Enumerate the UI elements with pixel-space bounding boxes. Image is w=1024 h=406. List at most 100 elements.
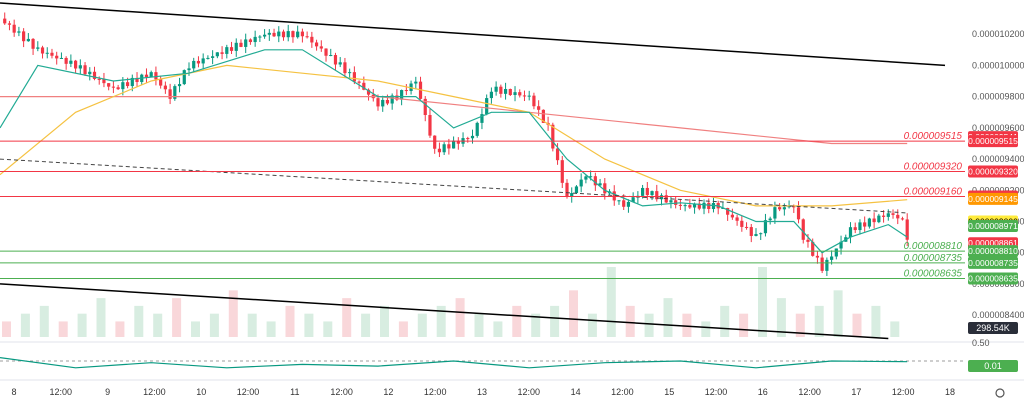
candle-body	[527, 95, 531, 97]
volume-bar	[644, 313, 654, 337]
candle-body	[258, 36, 262, 38]
candle-body	[215, 52, 219, 57]
candle-body	[362, 82, 366, 90]
candle-body	[163, 85, 167, 90]
candle-body	[125, 82, 130, 87]
volume-bar	[417, 313, 427, 337]
volume-bar	[191, 321, 200, 337]
candle-body	[437, 148, 442, 153]
candle-body	[589, 176, 593, 178]
x-tick-label: 8	[11, 387, 16, 397]
candle-body	[310, 36, 314, 43]
volume-bar	[512, 305, 522, 337]
candle-body	[447, 144, 451, 149]
candle-body	[3, 18, 7, 24]
candle-body	[107, 83, 111, 87]
volume-bar	[39, 305, 49, 337]
trendline[interactable]	[0, 283, 889, 340]
volume-bar	[77, 313, 87, 337]
x-tick-label: 12:00	[892, 387, 915, 397]
candle-body	[286, 31, 290, 38]
candle-body	[612, 191, 616, 201]
oscillator-axis-label: 0.50	[972, 338, 990, 348]
candle-body	[452, 140, 456, 149]
x-tick-label: 12:00	[50, 387, 73, 397]
volume-bar	[493, 321, 503, 337]
ema-mid-line	[0, 64, 908, 207]
volume-bar	[776, 298, 786, 337]
price-badge	[968, 245, 1018, 258]
price-badge	[968, 165, 1018, 178]
settings-gear-icon[interactable]	[995, 388, 1005, 398]
x-tick-label: 12:00	[798, 387, 821, 397]
volume-bar	[134, 305, 144, 337]
price-badge-text: 0.000008735	[968, 258, 1018, 268]
level-label: 0.000009515	[904, 131, 963, 142]
candle-body	[683, 205, 687, 207]
level-label: 0.000008635	[904, 268, 963, 279]
volume-bar	[587, 313, 597, 337]
level-label: 0.000009160	[904, 187, 963, 198]
candle-body	[787, 206, 791, 208]
volume-bar	[720, 305, 730, 337]
candle-body	[853, 227, 857, 231]
candle-body	[900, 218, 905, 220]
candle-body	[45, 52, 49, 54]
candle-body	[570, 193, 574, 197]
candle-body	[655, 191, 659, 200]
volume-bar	[814, 305, 824, 337]
candle-body	[182, 70, 186, 85]
trendline[interactable]	[0, 158, 908, 214]
candle-body	[702, 202, 706, 209]
trendline[interactable]	[0, 2, 946, 67]
candle-body	[466, 138, 470, 140]
x-tick-label: 9	[105, 387, 110, 397]
candle-body	[272, 32, 276, 37]
price-badge-text: 0.000009320	[968, 167, 1018, 177]
candle-body	[177, 84, 182, 87]
candle-body	[319, 46, 323, 49]
oscillator-line	[0, 357, 908, 369]
candle-body	[796, 207, 801, 220]
volume-bar	[758, 267, 767, 337]
candle-body	[905, 219, 909, 240]
candle-body	[159, 79, 163, 86]
candle-body	[111, 86, 115, 88]
volume-bar	[266, 321, 276, 337]
candle-body	[456, 140, 460, 144]
volume-bar	[380, 305, 389, 337]
x-tick-label: 18	[945, 387, 955, 397]
candle-body	[778, 207, 782, 210]
candle-body	[811, 241, 815, 256]
candle-body	[206, 57, 210, 59]
candle-body	[348, 72, 352, 74]
candle-body	[225, 47, 229, 54]
candle-body	[314, 42, 319, 47]
candle-body	[697, 203, 701, 209]
candle-body	[480, 114, 484, 123]
candle-body	[192, 60, 196, 69]
candle-body	[26, 38, 30, 42]
x-tick-label: 12:00	[143, 387, 166, 397]
candle-body	[782, 207, 786, 210]
candle-body	[754, 234, 758, 236]
volume-bar	[2, 321, 11, 337]
oscillator-value-badge	[968, 360, 1018, 372]
volume-bar	[739, 313, 749, 337]
candle-body	[12, 24, 16, 33]
candle-body	[244, 39, 248, 47]
volume-bar	[342, 298, 352, 337]
volume-bar	[890, 321, 900, 337]
candle-body	[343, 62, 347, 74]
candle-body	[74, 60, 78, 69]
candle-body	[201, 58, 205, 64]
candle-body	[168, 89, 172, 99]
candle-body	[173, 86, 177, 99]
candle-body	[324, 48, 328, 56]
volume-bar	[115, 321, 125, 337]
volume-bar	[247, 313, 257, 337]
candle-body	[296, 31, 300, 38]
y-tick-label: 0.000009600	[972, 123, 1024, 133]
candle-body	[815, 255, 820, 258]
